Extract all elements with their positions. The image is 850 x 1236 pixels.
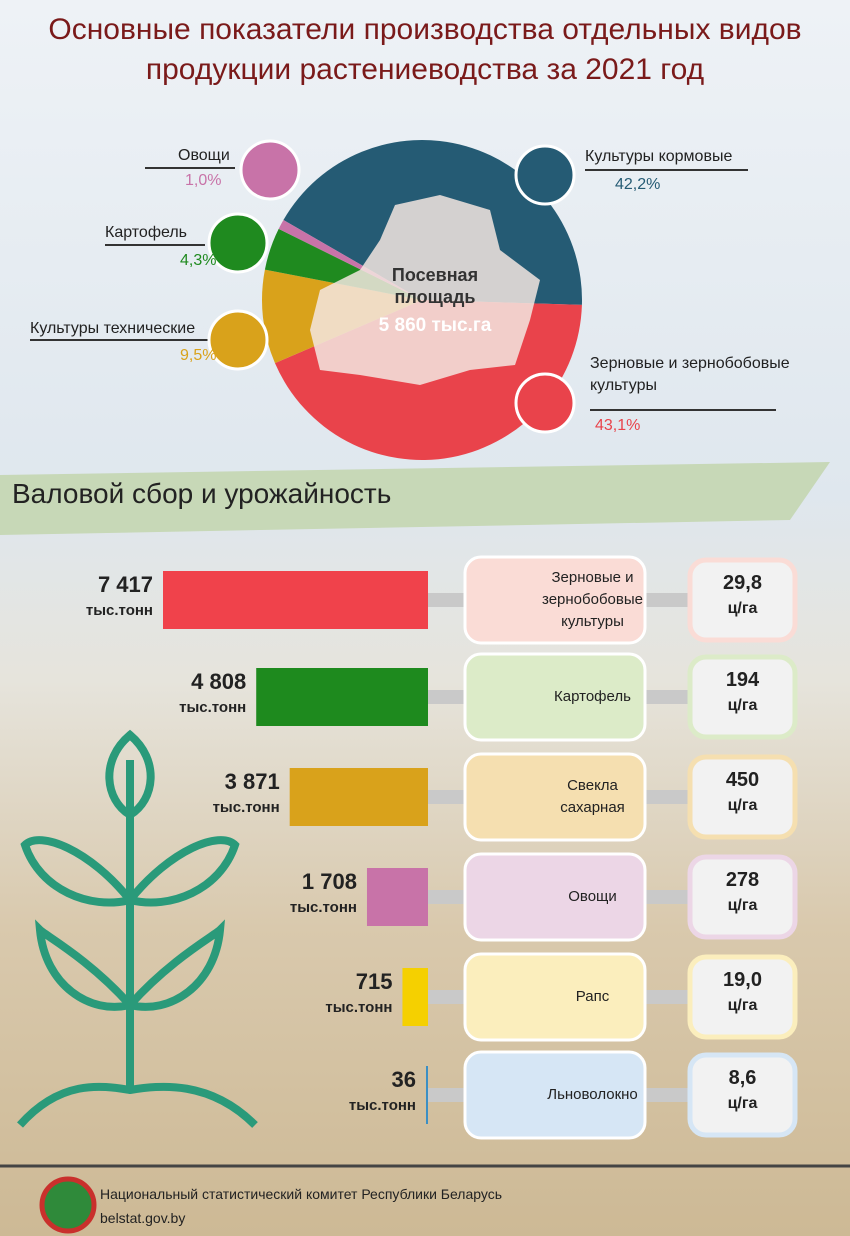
- yield-value: 194: [725, 669, 760, 691]
- yield-box: [687, 754, 798, 840]
- yield-unit: ц/га: [727, 697, 758, 714]
- category-label: Картофель: [554, 688, 631, 705]
- yield-unit: ц/га: [727, 897, 758, 914]
- pie-label: Зерновые и зернобобовые культуры: [590, 355, 790, 394]
- bar-value-unit: тыс.тонн: [85, 602, 153, 619]
- country-map: [310, 195, 540, 385]
- yield-value: 8,6: [728, 1067, 757, 1089]
- category-icon: [514, 372, 576, 434]
- category-label: Льноволокно: [547, 1086, 638, 1103]
- bar-value-label: 36: [391, 1067, 416, 1092]
- bar-value-label: 1 708: [301, 869, 357, 894]
- category-box: [463, 1050, 647, 1140]
- page-title: Основные показатели производства отдельн…: [48, 13, 802, 86]
- category-box: [463, 952, 647, 1042]
- bar-value-label: 3 871: [224, 769, 280, 794]
- pie-value-label: 42,2%: [615, 176, 661, 193]
- yield-box: [687, 1052, 798, 1138]
- category-label: Свекла сахарная: [560, 777, 625, 816]
- footer-org: Национальный статистический комитет Респ…: [100, 1186, 503, 1202]
- yield-box: [687, 854, 798, 940]
- section-title: Валовой сбор и урожайность: [12, 478, 392, 509]
- bar-value-unit: тыс.тонн: [325, 999, 393, 1016]
- bar-value-unit: тыс.тонн: [212, 799, 280, 816]
- pie-value-label: 9,5%: [180, 347, 217, 364]
- bar-value-label: 4 808: [191, 669, 247, 694]
- pie-value-label: 43,1%: [595, 417, 641, 434]
- pie-value-label: 1,0%: [185, 172, 222, 189]
- yield-box: [687, 654, 798, 740]
- bar: [402, 968, 428, 1026]
- bar: [366, 868, 428, 926]
- pie-label: Овощи: [178, 147, 230, 164]
- bar: [289, 768, 428, 826]
- bar-value-unit: тыс.тонн: [179, 699, 247, 716]
- footer-site: belstat.gov.by: [100, 1210, 186, 1226]
- yield-unit: ц/га: [727, 997, 758, 1014]
- bar: [256, 668, 428, 726]
- plant-illustration: [17, 729, 258, 1128]
- section-banner: [0, 462, 830, 535]
- category-box: [463, 652, 647, 742]
- yield-value: 278: [725, 869, 760, 891]
- category-box: [463, 752, 647, 842]
- category-box: [463, 555, 647, 645]
- pie-annotation: 5 860 тыс.га: [378, 315, 492, 336]
- pie-label: Картофель: [105, 224, 188, 241]
- category-label: Рапс: [575, 988, 610, 1005]
- category-icon: [207, 212, 269, 274]
- category-label: Зерновые и зернобобовые культуры: [542, 569, 643, 630]
- yield-unit: ц/га: [727, 1095, 758, 1112]
- category-icon: [207, 309, 269, 371]
- pie-value-label: 4,3%: [180, 252, 217, 269]
- yield-value: 29,8: [723, 572, 762, 594]
- category-icon: [514, 144, 576, 206]
- logo: [39, 1176, 97, 1234]
- bar-value-unit: тыс.тонн: [289, 899, 357, 916]
- yield-box: [687, 557, 798, 643]
- bar-value-unit: тыс.тонн: [348, 1097, 416, 1114]
- yield-value: 450: [725, 769, 760, 791]
- pie-annotation: Посевная площадь: [391, 265, 479, 307]
- bar-value-label: 7 417: [97, 572, 153, 597]
- bar: [163, 571, 428, 629]
- pie-label: Культуры технические: [30, 320, 196, 337]
- category-box: [463, 852, 647, 942]
- yield-value: 19,0: [723, 969, 762, 991]
- bar-value-label: 715: [355, 969, 393, 994]
- bar: [426, 1066, 428, 1124]
- yield-unit: ц/га: [727, 797, 758, 814]
- category-icon: [239, 139, 301, 201]
- category-label: Овощи: [568, 888, 617, 905]
- yield-box: [687, 954, 798, 1040]
- pie-label: Культуры кормовые: [585, 148, 733, 165]
- yield-unit: ц/га: [727, 600, 758, 617]
